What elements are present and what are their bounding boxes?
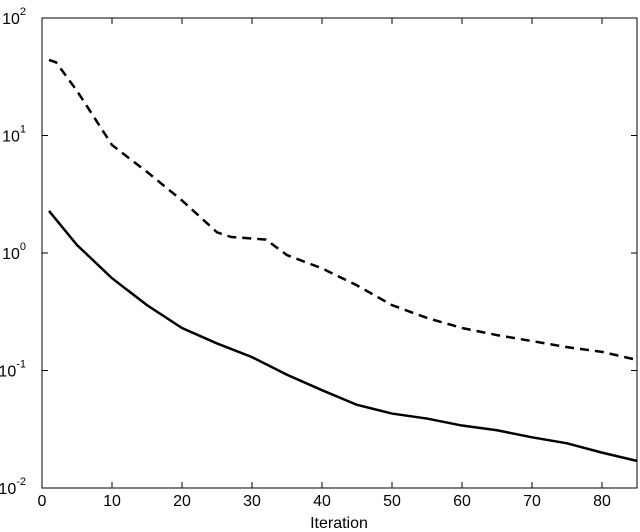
y-tick-exponent: 0 [20, 241, 26, 253]
x-tick-label: 70 [523, 493, 541, 510]
x-tick-label: 80 [593, 493, 611, 510]
x-tick-label: 10 [103, 493, 121, 510]
x-axis-label: Iteration [310, 515, 368, 532]
y-tick-label: 10-1 [0, 359, 26, 381]
y-tick-exponent: -1 [16, 359, 26, 371]
y-tick-label: 102 [2, 6, 26, 28]
y-tick-exponent: 2 [20, 6, 26, 18]
y-tick-label: 101 [2, 124, 26, 146]
plot-frame [41, 17, 638, 489]
y-tick-base: 10 [0, 481, 16, 498]
y-tick-base: 10 [2, 129, 20, 146]
y-tick-base: 10 [2, 11, 20, 28]
line-series [48, 210, 638, 463]
x-tick-label: 40 [313, 493, 331, 510]
x-tick-label: 50 [383, 493, 401, 510]
y-tick-exponent: 1 [20, 124, 26, 136]
y-tick-label: 100 [2, 241, 26, 263]
line-series [48, 58, 638, 362]
x-tick-label: 20 [173, 493, 191, 510]
x-tick-label: 30 [243, 493, 261, 510]
y-tick-base: 10 [2, 246, 20, 263]
y-tick-exponent: -2 [16, 476, 26, 488]
x-tick-label: 60 [453, 493, 471, 510]
y-tick-base: 10 [0, 364, 16, 381]
y-tick-label: 10-2 [0, 476, 26, 498]
x-tick-label: 0 [38, 493, 47, 510]
